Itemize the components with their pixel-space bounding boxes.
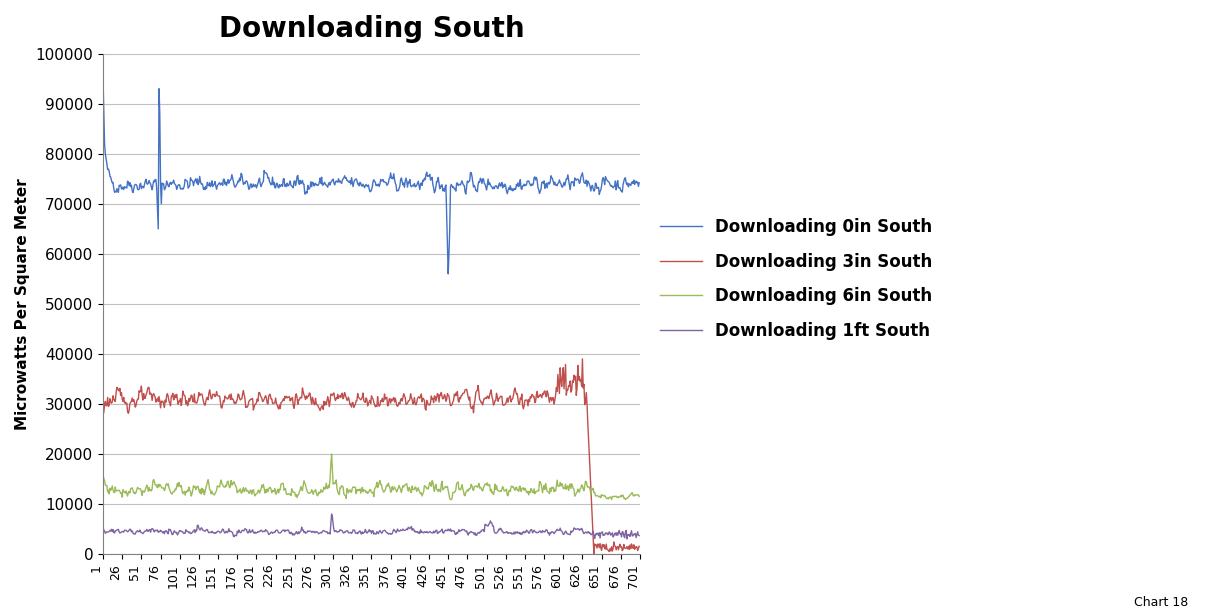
Downloading 6in South (581, 483, 596, 491)
Downloading 1ft South (632, 532, 647, 539)
Downloading 3in South (587, 550, 602, 558)
Downloading 0in South (632, 179, 647, 186)
Line: Downloading 1ft South: Downloading 1ft South (103, 514, 639, 539)
Downloading 0in South (580, 183, 594, 190)
Downloading 6in South (227, 478, 241, 486)
Downloading 1ft South (580, 530, 594, 537)
Downloading 3in South (513, 394, 528, 402)
Downloading 1ft South (96, 523, 110, 530)
Text: Chart 18: Chart 18 (1134, 596, 1189, 609)
Downloading 3in South (580, 400, 594, 408)
Title: Downloading South: Downloading South (218, 15, 524, 43)
Downloading 6in South (96, 470, 110, 478)
Line: Downloading 3in South: Downloading 3in South (103, 359, 639, 554)
Downloading 3in South (266, 400, 280, 407)
Downloading 3in South (575, 355, 590, 363)
Downloading 6in South (632, 493, 647, 500)
Downloading 1ft South (227, 533, 241, 541)
Downloading 6in South (324, 450, 338, 458)
Downloading 6in South (266, 486, 280, 494)
Downloading 3in South (247, 403, 262, 411)
Y-axis label: Microwatts Per Square Meter: Microwatts Per Square Meter (15, 178, 30, 430)
Downloading 1ft South (514, 530, 529, 537)
Downloading 0in South (96, 75, 110, 82)
Line: Downloading 0in South: Downloading 0in South (103, 79, 639, 274)
Downloading 0in South (440, 270, 455, 277)
Downloading 6in South (514, 485, 529, 493)
Downloading 0in South (247, 183, 262, 191)
Downloading 6in South (449, 480, 463, 487)
Downloading 1ft South (247, 530, 262, 537)
Downloading 1ft South (324, 510, 338, 518)
Downloading 1ft South (620, 535, 634, 542)
Downloading 0in South (227, 181, 241, 189)
Downloading 6in South (247, 490, 262, 497)
Legend: Downloading 0in South, Downloading 3in South, Downloading 6in South, Downloading: Downloading 0in South, Downloading 3in S… (654, 211, 939, 346)
Downloading 6in South (444, 496, 459, 504)
Line: Downloading 6in South: Downloading 6in South (103, 454, 639, 500)
Downloading 3in South (632, 542, 647, 550)
Downloading 0in South (266, 173, 280, 181)
Downloading 3in South (227, 400, 241, 407)
Downloading 0in South (514, 184, 529, 192)
Downloading 0in South (449, 188, 463, 195)
Downloading 3in South (448, 392, 462, 399)
Downloading 1ft South (449, 531, 463, 538)
Downloading 3in South (96, 410, 110, 418)
Downloading 1ft South (266, 530, 280, 537)
